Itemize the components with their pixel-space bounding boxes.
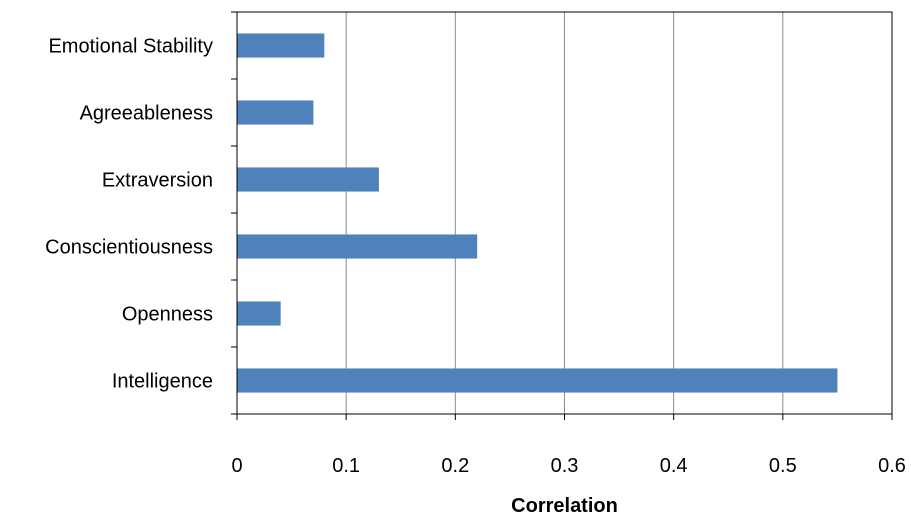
category-label: Openness — [122, 304, 213, 326]
category-label: Agreeableness — [80, 103, 213, 125]
category-label: Extraversion — [102, 170, 213, 192]
x-tick-label: 0.1 — [332, 455, 360, 477]
bar — [237, 301, 281, 326]
x-axis-title: Correlation — [511, 495, 618, 517]
x-tick-label: 0.3 — [551, 455, 579, 477]
x-tick-label: 0.5 — [769, 455, 797, 477]
bar — [237, 368, 838, 393]
bar — [237, 100, 314, 125]
gridlines — [236, 12, 893, 420]
bar — [237, 33, 325, 58]
bars — [237, 33, 838, 393]
x-tick-label: 0.4 — [660, 455, 688, 477]
x-tick-label: 0 — [231, 455, 242, 477]
x-tick-label: 0.2 — [441, 455, 469, 477]
bar — [237, 167, 379, 192]
category-label: Emotional Stability — [48, 36, 213, 58]
x-tick-label: 0.6 — [878, 455, 906, 477]
category-label: Intelligence — [112, 371, 213, 393]
x-axis-tick-labels: 0 0.1 0.2 0.3 0.4 0.5 0.6 — [231, 455, 905, 477]
bar — [237, 234, 478, 259]
y-axis-labels: Emotional Stability Agreeableness Extraver… — [45, 36, 213, 393]
category-label: Conscientiousness — [45, 237, 213, 259]
y-axis-ticks — [231, 11, 237, 415]
